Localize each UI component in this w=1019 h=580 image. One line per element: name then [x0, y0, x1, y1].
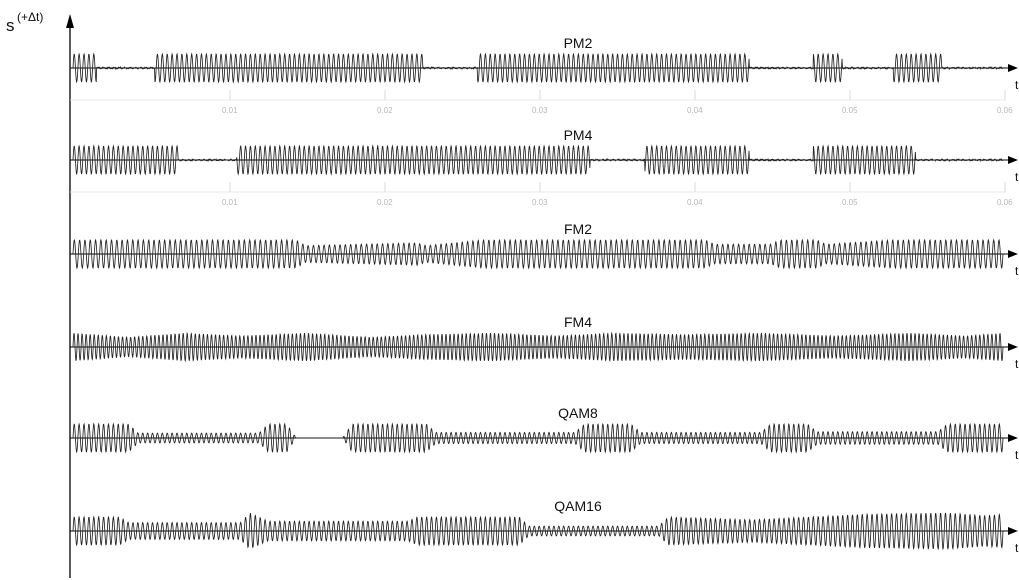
series-label-fm2: FM2 — [564, 221, 592, 237]
waveform-pm4 — [72, 144, 1004, 176]
series-label-pm4: PM4 — [564, 127, 593, 143]
time-axis-label: t — [1015, 448, 1019, 462]
y-axis-label-superscript: (+Δt) — [17, 10, 43, 24]
x-tick-label: 0.02 — [377, 106, 393, 115]
time-axis-label: t — [1015, 541, 1019, 555]
x-tick-label: 0.04 — [687, 106, 703, 115]
time-axis-arrow — [1008, 64, 1018, 72]
x-tick-label: 0.01 — [222, 106, 238, 115]
y-axis-arrow — [66, 14, 74, 28]
series-label-pm2: PM2 — [564, 35, 593, 51]
x-tick-label: 0.03 — [532, 198, 548, 207]
time-axis-label: t — [1015, 264, 1019, 278]
time-axis-arrow — [1008, 250, 1018, 258]
waveform-qam16 — [72, 511, 1004, 551]
signal-panels: t 0.01 0.02 0.03 0.04 0.05 0.06 PM2 t 0.01 0.02 0.0… — [70, 35, 1019, 555]
x-tick-label: 0.03 — [532, 106, 548, 115]
x-tick-label: 0.02 — [377, 198, 393, 207]
series-label-fm4: FM4 — [564, 314, 592, 330]
x-tick-label: 0.04 — [687, 198, 703, 207]
time-axis-arrow — [1008, 343, 1018, 351]
time-axis-label: t — [1015, 357, 1019, 371]
y-axis-label: s — [6, 16, 15, 35]
series-label-qam8: QAM8 — [558, 405, 598, 421]
time-axis-label: t — [1015, 170, 1019, 184]
x-tick-label: 0.05 — [842, 106, 858, 115]
waveform-pm2 — [72, 52, 1004, 84]
time-axis-label: t — [1015, 78, 1019, 92]
waveform-fm4 — [72, 331, 1004, 363]
x-tick-label: 0.06 — [997, 198, 1013, 207]
time-axis-arrow — [1008, 434, 1018, 442]
x-tick-label: 0.05 — [842, 198, 858, 207]
waveform-fm2 — [72, 238, 1004, 270]
time-axis-arrow — [1008, 527, 1018, 535]
series-label-qam16: QAM16 — [554, 498, 602, 514]
waveform-qam8 — [72, 422, 1004, 454]
x-tick-label: 0.06 — [997, 106, 1013, 115]
time-axis-arrow — [1008, 156, 1018, 164]
x-tick-label: 0.01 — [222, 198, 238, 207]
